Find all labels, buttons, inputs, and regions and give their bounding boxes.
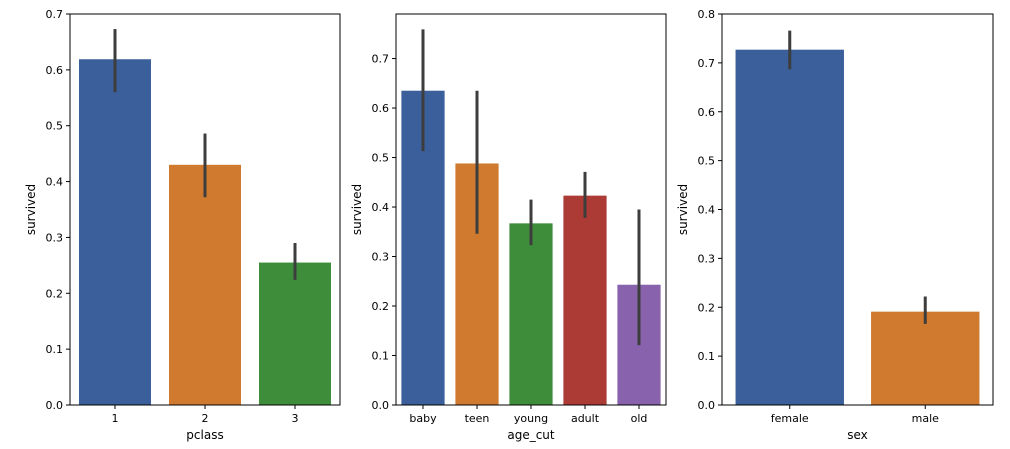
bar-2 xyxy=(169,164,241,405)
y-tick-label: 0.7 xyxy=(372,53,390,66)
y-tick-label: 0.4 xyxy=(698,204,716,217)
x-tick-label-female: female xyxy=(771,412,809,425)
y-axis-label: survived xyxy=(676,184,690,235)
y-tick-label: 0.1 xyxy=(372,350,390,363)
y-tick-label: 0.3 xyxy=(46,231,64,244)
y-axis-label: survived xyxy=(24,184,38,235)
y-tick-label: 0.1 xyxy=(46,343,64,356)
y-tick-label: 0.6 xyxy=(372,102,390,115)
y-axis-label: survived xyxy=(350,184,364,235)
y-tick-label: 0.2 xyxy=(372,300,390,313)
bar-3 xyxy=(259,262,331,405)
bar-young xyxy=(509,223,553,405)
y-tick-label: 0.0 xyxy=(372,399,390,412)
y-tick-label: 0.5 xyxy=(372,152,390,165)
y-tick-label: 0.6 xyxy=(698,106,716,119)
y-tick-label: 0.0 xyxy=(46,399,64,412)
y-tick-label: 0.2 xyxy=(698,301,716,314)
x-tick-label-baby: baby xyxy=(409,412,437,425)
x-tick-label-teen: teen xyxy=(465,412,490,425)
x-tick-label-young: young xyxy=(514,412,548,425)
y-tick-label: 0.2 xyxy=(46,287,64,300)
x-axis-label: sex xyxy=(847,428,868,442)
y-tick-label: 0.3 xyxy=(698,252,716,265)
y-tick-label: 0.1 xyxy=(698,350,716,363)
x-tick-label-1: 1 xyxy=(112,412,119,425)
y-tick-label: 0.0 xyxy=(698,399,716,412)
x-axis-label: pclass xyxy=(186,428,223,442)
chart-panel-pclass: 0.0 0.1 0.2 0.3 0.4 0.5 0.6 0.7 1 2 3 pclass survive… xyxy=(24,8,341,442)
x-tick-label-male: male xyxy=(912,412,940,425)
bar-1 xyxy=(79,59,151,405)
y-tick-label: 0.3 xyxy=(372,251,390,264)
chart-panel-sex: 0.0 0.1 0.2 0.3 0.4 0.5 0.6 0.7 0.8 female male sex… xyxy=(676,8,994,442)
bar-adult xyxy=(563,195,607,405)
y-tick-label: 0.4 xyxy=(372,201,390,214)
bar-male xyxy=(871,311,980,405)
y-tick-label: 0.7 xyxy=(698,57,716,70)
y-tick-label: 0.6 xyxy=(46,64,64,77)
y-tick-label: 0.7 xyxy=(46,8,64,21)
x-tick-label-3: 3 xyxy=(292,412,299,425)
y-tick-label: 0.4 xyxy=(46,176,64,189)
x-tick-label-2: 2 xyxy=(202,412,209,425)
x-tick-label-old: old xyxy=(631,412,648,425)
bar-female xyxy=(735,49,844,406)
y-tick-label: 0.5 xyxy=(698,155,716,168)
y-tick-label: 0.5 xyxy=(46,120,64,133)
y-tick-label: 0.8 xyxy=(698,8,716,21)
x-axis-label: age_cut xyxy=(507,428,555,442)
x-tick-label-adult: adult xyxy=(571,412,600,425)
chart-panel-age-cut: 0.0 0.1 0.2 0.3 0.4 0.5 0.6 0.7 baby teen young adu… xyxy=(350,13,667,442)
